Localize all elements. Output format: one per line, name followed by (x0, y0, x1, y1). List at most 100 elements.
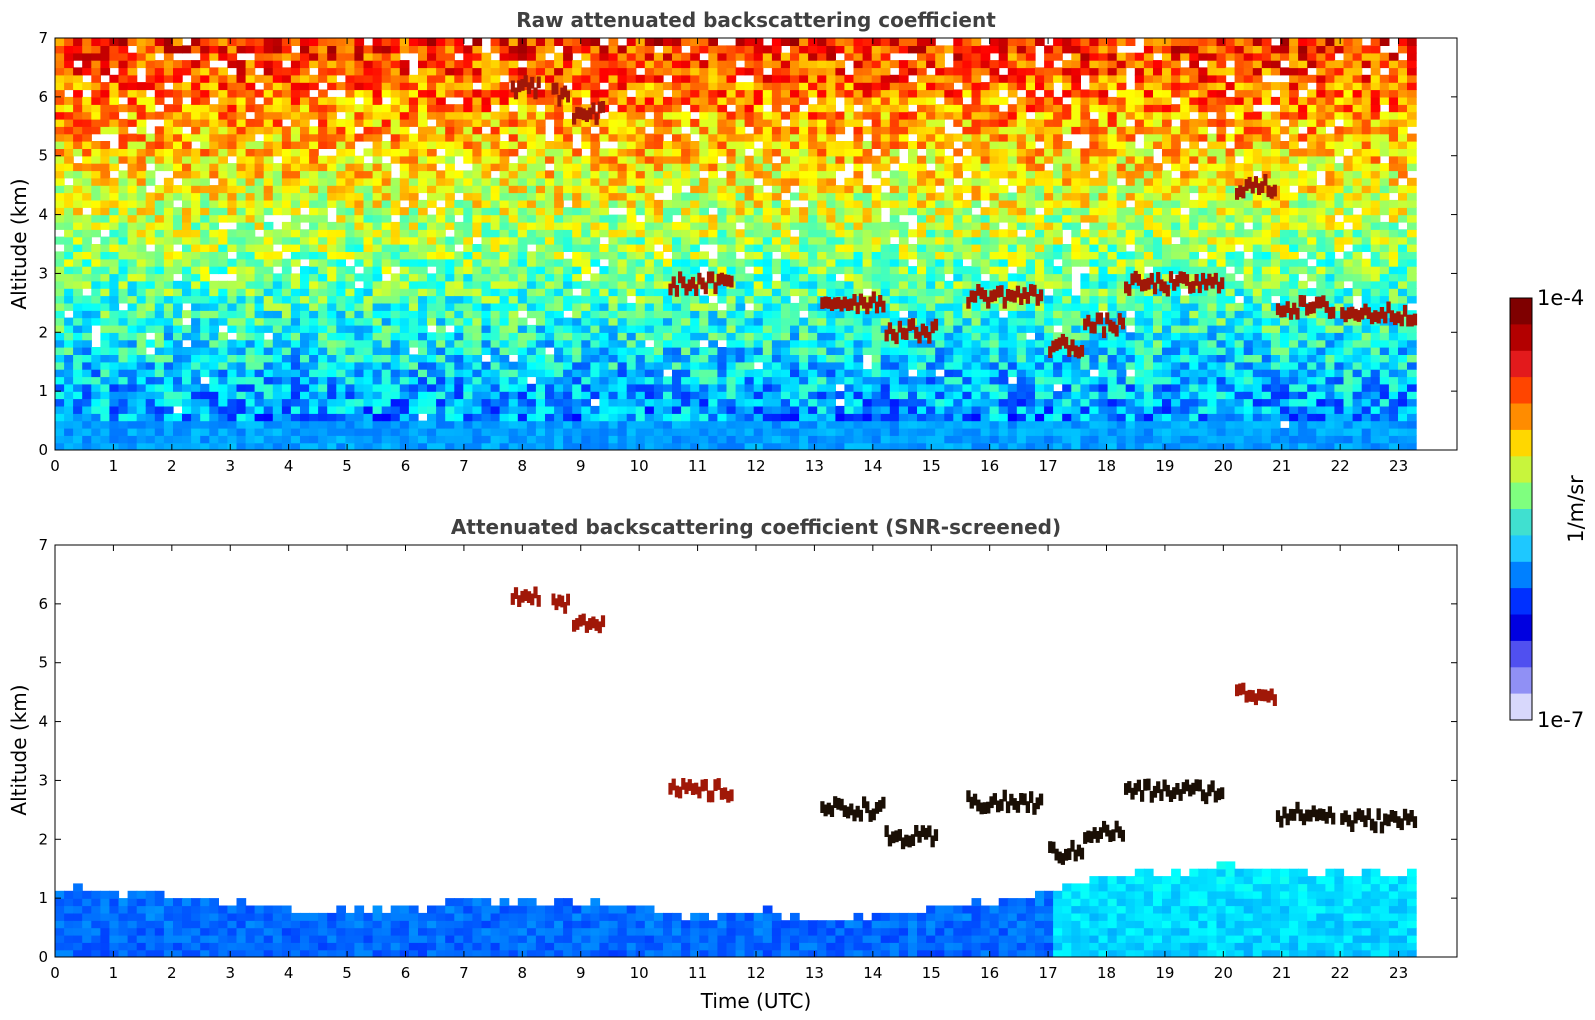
panel-screened-x-tick-label: 12 (746, 964, 765, 982)
panel-raw-x-ticks: 0 1 2 3 4 5 6 7 8 9 10 11 12 13 14 15 16 17 18 19 20 21 22 23 (50, 38, 1408, 475)
panel-screened-cloud-layer (1275, 801, 1336, 828)
panel-raw-x-tick-label: 16 (980, 457, 999, 475)
panel-raw-x-tick-label: 19 (1155, 457, 1174, 475)
colorbar-swatch (1510, 509, 1532, 536)
panel-screened-y-label: Altitude (km) (7, 684, 31, 815)
panel-screened-cloud-layer (1048, 839, 1085, 865)
colorbar-swatch (1510, 377, 1532, 404)
panel-screened-y-tick-label: 2 (38, 830, 48, 848)
panel-raw-cloud-layer (1340, 301, 1418, 327)
panel-raw-cloud-layer (1124, 270, 1225, 297)
panel-raw-x-tick-label: 9 (576, 457, 586, 475)
colorbar-swatch (1510, 324, 1532, 352)
panel-raw-x-tick-label: 7 (459, 457, 469, 475)
panel-raw-y-tick-label: 3 (38, 264, 48, 282)
panel-raw-x-tick-label: 5 (342, 457, 352, 475)
panel-screened-x-tick-label: 2 (167, 964, 177, 982)
colorbar-swatch (1510, 535, 1532, 563)
panel-screened-x-tick-label: 14 (863, 964, 882, 982)
panel-screened-y-tick-label: 3 (38, 771, 48, 789)
panel-raw-x-tick-label: 6 (401, 457, 411, 475)
panel-raw-cloud-layer (884, 318, 939, 345)
panel-screened-x-ticks: 0 1 2 3 4 5 6 7 8 9 10 11 12 13 14 15 16 17 18 19 20 21 22 23 (50, 545, 1408, 982)
panel-raw-x-tick-label: 14 (863, 457, 882, 475)
colorbar-swatch (1510, 403, 1532, 431)
panel-screened-x-tick-label: 6 (401, 964, 411, 982)
panel-raw-x-tick-label: 3 (225, 457, 235, 475)
panel-raw-x-tick-label: 4 (284, 457, 294, 475)
panel-screened-y-tick-label: 5 (38, 654, 48, 672)
panel-screened-y-tick-label: 0 (38, 948, 48, 966)
panel-raw-x-tick-label: 12 (746, 457, 765, 475)
panel-raw-cloud-layer (820, 291, 886, 315)
panel-screened-cloud-layer (1235, 682, 1277, 706)
x-axis-label: Time (UTC) (700, 989, 812, 1013)
panel-raw-cloud-layer (572, 101, 606, 125)
colorbar-swatch (1510, 614, 1532, 642)
panel-screened-cloud-layer (668, 778, 734, 803)
panel-raw-cloud-layer (1275, 295, 1336, 320)
panel-raw-title: Raw attenuated backscattering coefficien… (516, 8, 996, 32)
panel-screened-x-tick-label: 15 (922, 964, 941, 982)
panel-screened-x-tick-label: 17 (1039, 964, 1058, 982)
panel-screened: Attenuated backscattering coefficient (S… (7, 515, 1458, 1013)
colorbar-swatch (1510, 588, 1532, 615)
colorbar-gradient (1510, 298, 1532, 721)
colorbar-swatch (1510, 429, 1532, 457)
panel-screened-y-tick-label: 4 (38, 713, 48, 731)
panel-screened-x-tick-label: 8 (518, 964, 528, 982)
panel-screened-x-tick-label: 13 (805, 964, 824, 982)
panel-screened-cloud-layer (1340, 808, 1418, 834)
panel-raw-x-tick-label: 21 (1272, 457, 1291, 475)
panel-raw-x-tick-label: 8 (518, 457, 528, 475)
panel-screened-x-tick-label: 0 (50, 964, 60, 982)
panel-raw-x-tick-label: 22 (1331, 457, 1350, 475)
panel-screened-cloud-layer (884, 825, 939, 850)
panel-raw-cloud-layer (1048, 333, 1085, 359)
panel-raw-x-tick-label: 13 (805, 457, 824, 475)
panel-raw-x-tick-label: 0 (50, 457, 60, 475)
panel-raw-cloud-layer (551, 82, 570, 107)
panel-raw-y-tick-label: 7 (38, 29, 48, 47)
panel-raw-x-tick-label: 11 (688, 457, 707, 475)
panel-raw-y-tick-label: 1 (38, 382, 48, 400)
panel-raw-x-tick-label: 1 (109, 457, 119, 475)
colorbar-swatch (1510, 561, 1532, 589)
colorbar-swatch (1510, 456, 1532, 484)
panel-raw-y-tick-label: 0 (38, 441, 48, 459)
panel-screened-cloud-layer (572, 613, 606, 634)
panel-screened-x-tick-label: 4 (284, 964, 294, 982)
panel-screened-cloud-layer (510, 586, 541, 607)
panel-screened-y-tick-label: 1 (38, 889, 48, 907)
panel-raw-y-tick-label: 5 (38, 147, 48, 165)
panel-screened-cloud-layer (551, 593, 570, 614)
panel-screened-x-tick-label: 19 (1155, 964, 1174, 982)
panel-raw-heatmap (55, 38, 1418, 450)
colorbar-unit-label: 1/m/sr (1564, 475, 1588, 543)
panel-raw-cloud-layer (966, 284, 1044, 309)
panel-screened-x-tick-label: 16 (980, 964, 999, 982)
panel-raw-x-tick-label: 10 (630, 457, 649, 475)
colorbar-swatch (1510, 350, 1532, 378)
panel-screened-title: Attenuated backscattering coefficient (S… (451, 515, 1061, 539)
panel-screened-x-tick-label: 5 (342, 964, 352, 982)
colorbar-swatch (1510, 640, 1532, 668)
panel-screened-y-ticks: 0 1 2 3 4 5 6 7 (38, 536, 1457, 966)
panel-raw-y-tick-label: 2 (38, 323, 48, 341)
panel-raw-x-tick-label: 2 (167, 457, 177, 475)
panel-raw-cloud-layer (1083, 312, 1125, 339)
colorbar-swatch (1510, 693, 1532, 721)
panel-screened-x-tick-label: 23 (1389, 964, 1408, 982)
panel-screened-x-tick-label: 18 (1097, 964, 1116, 982)
panel-screened-x-tick-label: 10 (630, 964, 649, 982)
panel-screened-cloud-layer (820, 796, 886, 822)
panel-raw-y-tick-label: 4 (38, 206, 48, 224)
panel-raw-x-tick-label: 20 (1214, 457, 1233, 475)
panel-screened-x-tick-label: 7 (459, 964, 469, 982)
panel-screened-x-tick-label: 3 (225, 964, 235, 982)
panel-raw: Raw attenuated backscattering coefficien… (7, 8, 1458, 475)
colorbar-max-label: 1e-4 (1537, 286, 1584, 310)
panel-screened-y-tick-label: 6 (38, 595, 48, 613)
colorbar-frame (1509, 297, 1533, 721)
